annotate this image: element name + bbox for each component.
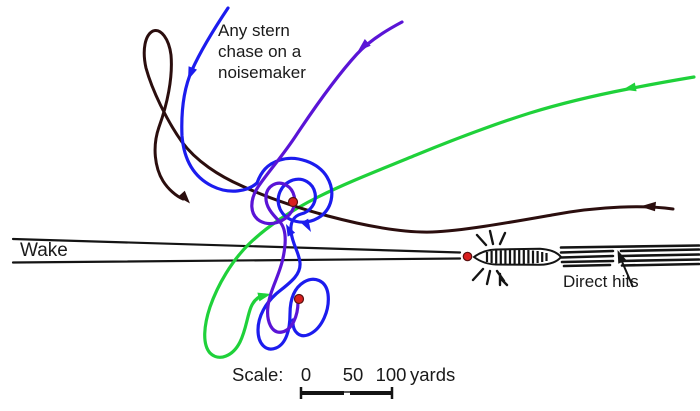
scale-tick-100: 100: [375, 364, 407, 385]
direct-hits-arrow: [617, 250, 634, 288]
green-track: [203, 75, 696, 359]
green-track-path: [203, 75, 696, 359]
blue-entry-arrowhead-icon: [188, 66, 197, 80]
purple-entry-arrowhead-icon: [358, 39, 371, 51]
green-entry-arrowhead-icon: [623, 82, 637, 92]
green-end-arrowhead-icon: [257, 292, 271, 302]
dark-end-arrowhead-icon: [178, 190, 190, 204]
blue-track: [180, 6, 334, 351]
direct-hits-line: [559, 244, 700, 249]
scale-bar: [299, 387, 394, 399]
noisemaker-dot-lower: [293, 293, 305, 305]
annotation-line: noisemaker: [218, 63, 306, 82]
direct-hits-line: [559, 248, 700, 268]
dark-mid-arrowhead-icon: [640, 201, 656, 212]
annotation-line: chase on a: [218, 42, 302, 61]
scale-units: yards: [410, 364, 456, 385]
annotation-line: Any stern: [218, 21, 290, 40]
explosion-marks-icon: [471, 229, 509, 287]
scale-tick-0: 0: [300, 364, 312, 385]
direct-hits-label: Direct hits: [563, 272, 639, 291]
scale-label: Scale:: [232, 364, 284, 385]
blue-loop-down-arrowhead-icon: [300, 218, 311, 232]
wake-label: Wake: [20, 240, 68, 261]
blue-track-path: [180, 6, 334, 351]
noisemaker-dot-upper: [287, 196, 299, 208]
purple-track-path: [250, 20, 404, 334]
direct-hits-arrowhead-icon: [617, 250, 627, 264]
blue-loop-up-arrowhead-icon: [286, 224, 296, 237]
direct-hits-lines: [559, 244, 700, 268]
scale-tick-50: 50: [342, 364, 364, 385]
purple-track: [250, 20, 404, 334]
stern-chase-annotation: Any stern chase on a noisemaker: [218, 20, 306, 83]
ship-stern-dot: [462, 251, 473, 262]
wake-line-top: [11, 237, 462, 254]
ship-hatching: [485, 250, 548, 264]
ship: [462, 229, 563, 287]
